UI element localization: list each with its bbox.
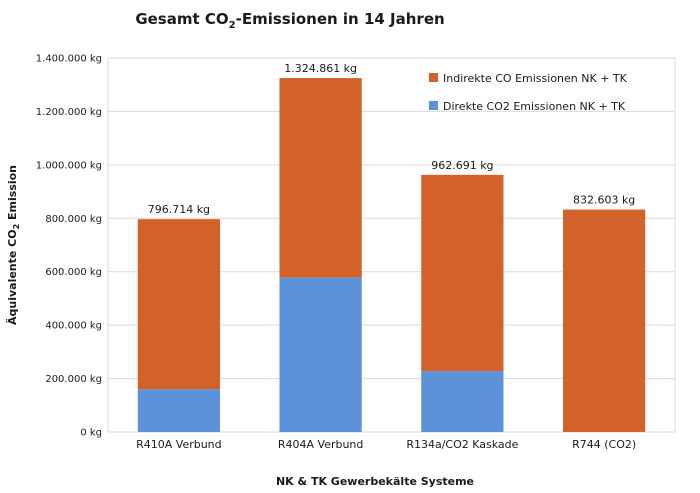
bar-indirekte xyxy=(421,174,504,372)
y-tick-label: 1.400.000 kg xyxy=(36,54,102,65)
x-axis: R410A Verbund R404A Verbund R134a/CO2 Kask… xyxy=(136,438,636,451)
bar-direkte xyxy=(421,371,504,432)
y-tick-label: 200.000 kg xyxy=(45,374,102,385)
total-labels: 796.714 kg 1.324.861 kg 962.691 kg 832.603 … xyxy=(148,62,636,216)
y-tick-label: 400.000 kg xyxy=(45,321,102,332)
x-tick-label: R744 (CO2) xyxy=(572,438,636,451)
y-axis: 0 kg 200.000 kg 400.000 kg 600.000 kg 800.00… xyxy=(36,54,102,439)
legend-swatch-direkte xyxy=(429,101,438,110)
legend-label-indirekte: Indirekte CO Emissionen NK + TK xyxy=(443,72,628,85)
y-tick-label: 1.200.000 kg xyxy=(36,107,102,118)
total-data-label: 796.714 kg xyxy=(148,203,210,216)
x-axis-label: NK & TK Gewerbekälte Systeme xyxy=(276,475,474,488)
x-tick-label: R410A Verbund xyxy=(136,438,222,451)
x-tick-label: R404A Verbund xyxy=(278,438,364,451)
y-tick-label: 0 kg xyxy=(80,428,102,439)
total-data-label: 832.603 kg xyxy=(573,194,635,207)
bar-indirekte xyxy=(137,219,220,390)
total-data-label: 962.691 kg xyxy=(431,159,493,172)
bars xyxy=(137,78,646,432)
chart-title: Gesamt CO2-Emissionen in 14 Jahren xyxy=(135,10,444,31)
y-tick-label: 800.000 kg xyxy=(45,214,102,225)
y-axis-label: Äquivalente CO2 Emission xyxy=(5,165,21,325)
y-tick-label: 1.000.000 kg xyxy=(36,160,102,171)
legend-label-direkte: Direkte CO2 Emissionen NK + TK xyxy=(443,100,626,113)
total-data-label: 1.324.861 kg xyxy=(284,62,357,75)
bar-direkte xyxy=(279,277,362,432)
bar-indirekte xyxy=(279,78,362,278)
bar-indirekte xyxy=(563,209,646,432)
bar-direkte xyxy=(137,389,220,432)
legend: Indirekte CO Emissionen NK + TK Direkte … xyxy=(429,72,628,113)
legend-swatch-indirekte xyxy=(429,73,438,82)
y-tick-label: 600.000 kg xyxy=(45,267,102,278)
x-tick-label: R134a/CO2 Kaskade xyxy=(406,438,518,451)
plot-area-border xyxy=(107,57,676,433)
